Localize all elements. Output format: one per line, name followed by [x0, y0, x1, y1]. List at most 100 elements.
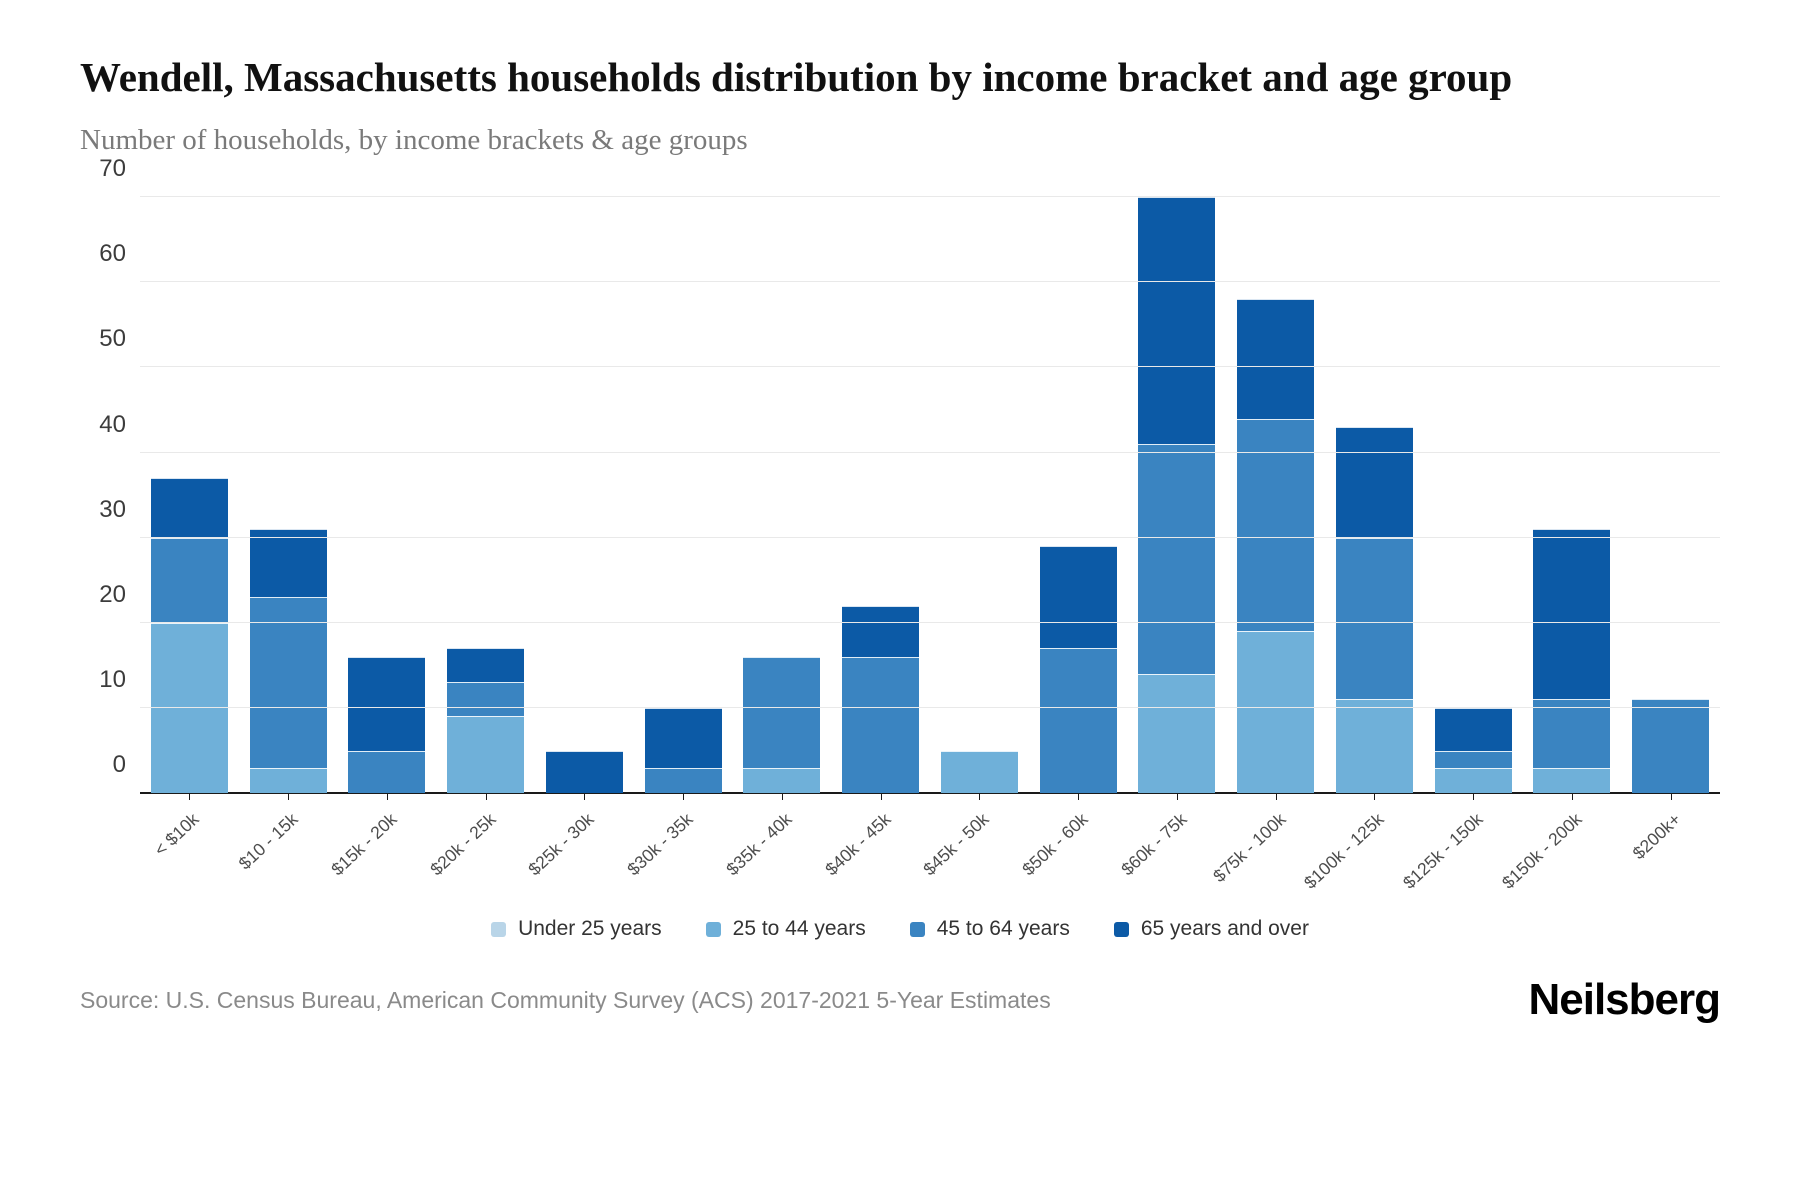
x-tick-label: $50k - 60k	[1018, 809, 1092, 880]
x-axis-tick	[979, 794, 981, 801]
x-axis-tick	[1374, 794, 1376, 801]
legend: Under 25 years 25 to 44 years 45 to 64 yea…	[80, 917, 1720, 941]
bar-segment[interactable]	[150, 622, 228, 794]
y-tick-label: 10	[99, 665, 126, 693]
bar-segment[interactable]	[1138, 197, 1216, 445]
gridline	[140, 366, 1720, 368]
bar-group	[1523, 197, 1622, 801]
legend-swatch-icon	[909, 921, 925, 937]
bar-segment[interactable]	[1335, 427, 1413, 538]
bar-segment[interactable]	[940, 750, 1018, 794]
bar-segment[interactable]	[1237, 418, 1315, 632]
x-axis-tick	[781, 794, 783, 801]
bar-segment[interactable]	[249, 597, 327, 768]
x-axis-tick	[880, 794, 882, 801]
x-axis-line	[140, 792, 1720, 795]
y-axis: 0 10 20 30 40 50 60 70	[80, 155, 140, 793]
stacked-bar	[1533, 197, 1611, 794]
bar-segment[interactable]	[447, 648, 525, 683]
bar-segment[interactable]	[249, 529, 327, 598]
gridline	[140, 196, 1720, 198]
x-axis-tick	[1275, 794, 1277, 801]
bar-segment[interactable]	[348, 656, 426, 751]
stacked-bar	[1632, 197, 1710, 794]
bar-segment[interactable]	[1138, 673, 1216, 794]
bar-segment[interactable]	[1533, 699, 1611, 768]
bar-segment[interactable]	[1237, 631, 1315, 794]
stacked-bar	[1039, 197, 1117, 794]
bar-segment[interactable]	[743, 767, 821, 794]
bar-segment[interactable]	[348, 750, 426, 794]
bar-segment[interactable]	[150, 537, 228, 623]
page: Wendell, Massachusetts households distri…	[80, 54, 1721, 1024]
gridline	[140, 621, 1720, 623]
bar-segment[interactable]	[1335, 537, 1413, 700]
bar-segment[interactable]	[1632, 699, 1710, 794]
bar-segment[interactable]	[545, 750, 623, 794]
x-tick-label: $150k - 200k	[1497, 809, 1586, 893]
stacked-bar-chart: 0 10 20 30 40 50 60 70 < $10k $10 - 15k $15k - 20…	[80, 155, 1720, 941]
gridline	[140, 281, 1720, 283]
plot-area	[140, 196, 1720, 801]
bar-segment[interactable]	[1039, 648, 1117, 794]
y-tick-label: 40	[99, 410, 126, 438]
bar-segment[interactable]	[1039, 546, 1117, 649]
legend-swatch-icon	[705, 921, 721, 937]
stacked-bar	[545, 197, 623, 794]
bar-segment[interactable]	[842, 656, 920, 794]
bar-segment[interactable]	[1434, 767, 1512, 794]
legend-item[interactable]: 45 to 64 years	[909, 917, 1070, 941]
stacked-bar	[743, 197, 821, 794]
x-tick-label: $75k - 100k	[1208, 809, 1290, 887]
stacked-bar	[842, 197, 920, 794]
bar-group	[733, 197, 832, 801]
bar-segment[interactable]	[1335, 699, 1413, 794]
gridline	[140, 536, 1720, 538]
chart-title: Wendell, Massachusetts households distri…	[80, 54, 1513, 100]
x-tick-label: $60k - 75k	[1117, 809, 1191, 880]
x-tick-label: $15k - 20k	[327, 809, 401, 880]
bar-segment[interactable]	[1237, 299, 1315, 419]
y-tick-label: 0	[112, 751, 126, 779]
legend-item[interactable]: 25 to 44 years	[705, 917, 866, 941]
bar-segment[interactable]	[150, 478, 228, 538]
stacked-bar	[644, 197, 722, 794]
x-tick-label: < $10k	[150, 809, 204, 860]
bar-segment[interactable]	[1533, 529, 1611, 700]
legend-swatch-icon	[491, 921, 507, 937]
bar-segment[interactable]	[743, 656, 821, 768]
x-tick-label: $35k - 40k	[722, 809, 796, 880]
x-axis-tick	[1473, 794, 1475, 801]
stacked-bar	[1237, 197, 1315, 794]
stacked-bar	[940, 197, 1018, 794]
gridline	[140, 451, 1720, 453]
bar-segment[interactable]	[842, 605, 920, 657]
stacked-bar	[150, 197, 228, 794]
stacked-bar	[249, 197, 327, 794]
bar-group	[1128, 197, 1227, 801]
x-axis-tick	[683, 794, 685, 801]
bar-segment[interactable]	[1434, 708, 1512, 751]
bar-segment[interactable]	[644, 707, 722, 768]
bar-group	[1226, 197, 1325, 801]
legend-item[interactable]: 65 years and over	[1113, 917, 1309, 941]
x-tick-label: $45k - 50k	[919, 809, 994, 880]
legend-item[interactable]: Under 25 years	[491, 917, 662, 941]
x-axis-tick	[1571, 794, 1573, 801]
bar-segment[interactable]	[447, 682, 525, 717]
bar-segment[interactable]	[1138, 444, 1216, 674]
bar-group	[930, 197, 1029, 801]
bar-segment[interactable]	[249, 767, 327, 794]
bar-segment[interactable]	[1533, 767, 1611, 794]
legend-label: 25 to 44 years	[732, 917, 866, 941]
x-axis-tick	[1670, 794, 1672, 801]
source-note: Source: U.S. Census Bureau, American Com…	[80, 986, 1051, 1013]
x-axis-tick	[189, 794, 191, 801]
bar-segment[interactable]	[447, 716, 525, 794]
bar-segment[interactable]	[644, 767, 722, 794]
x-tick-label: $30k - 35k	[623, 809, 697, 880]
x-axis-tick	[288, 794, 290, 801]
bar-group	[1424, 197, 1523, 801]
bar-group	[239, 197, 338, 801]
bar-segment[interactable]	[1434, 750, 1512, 768]
